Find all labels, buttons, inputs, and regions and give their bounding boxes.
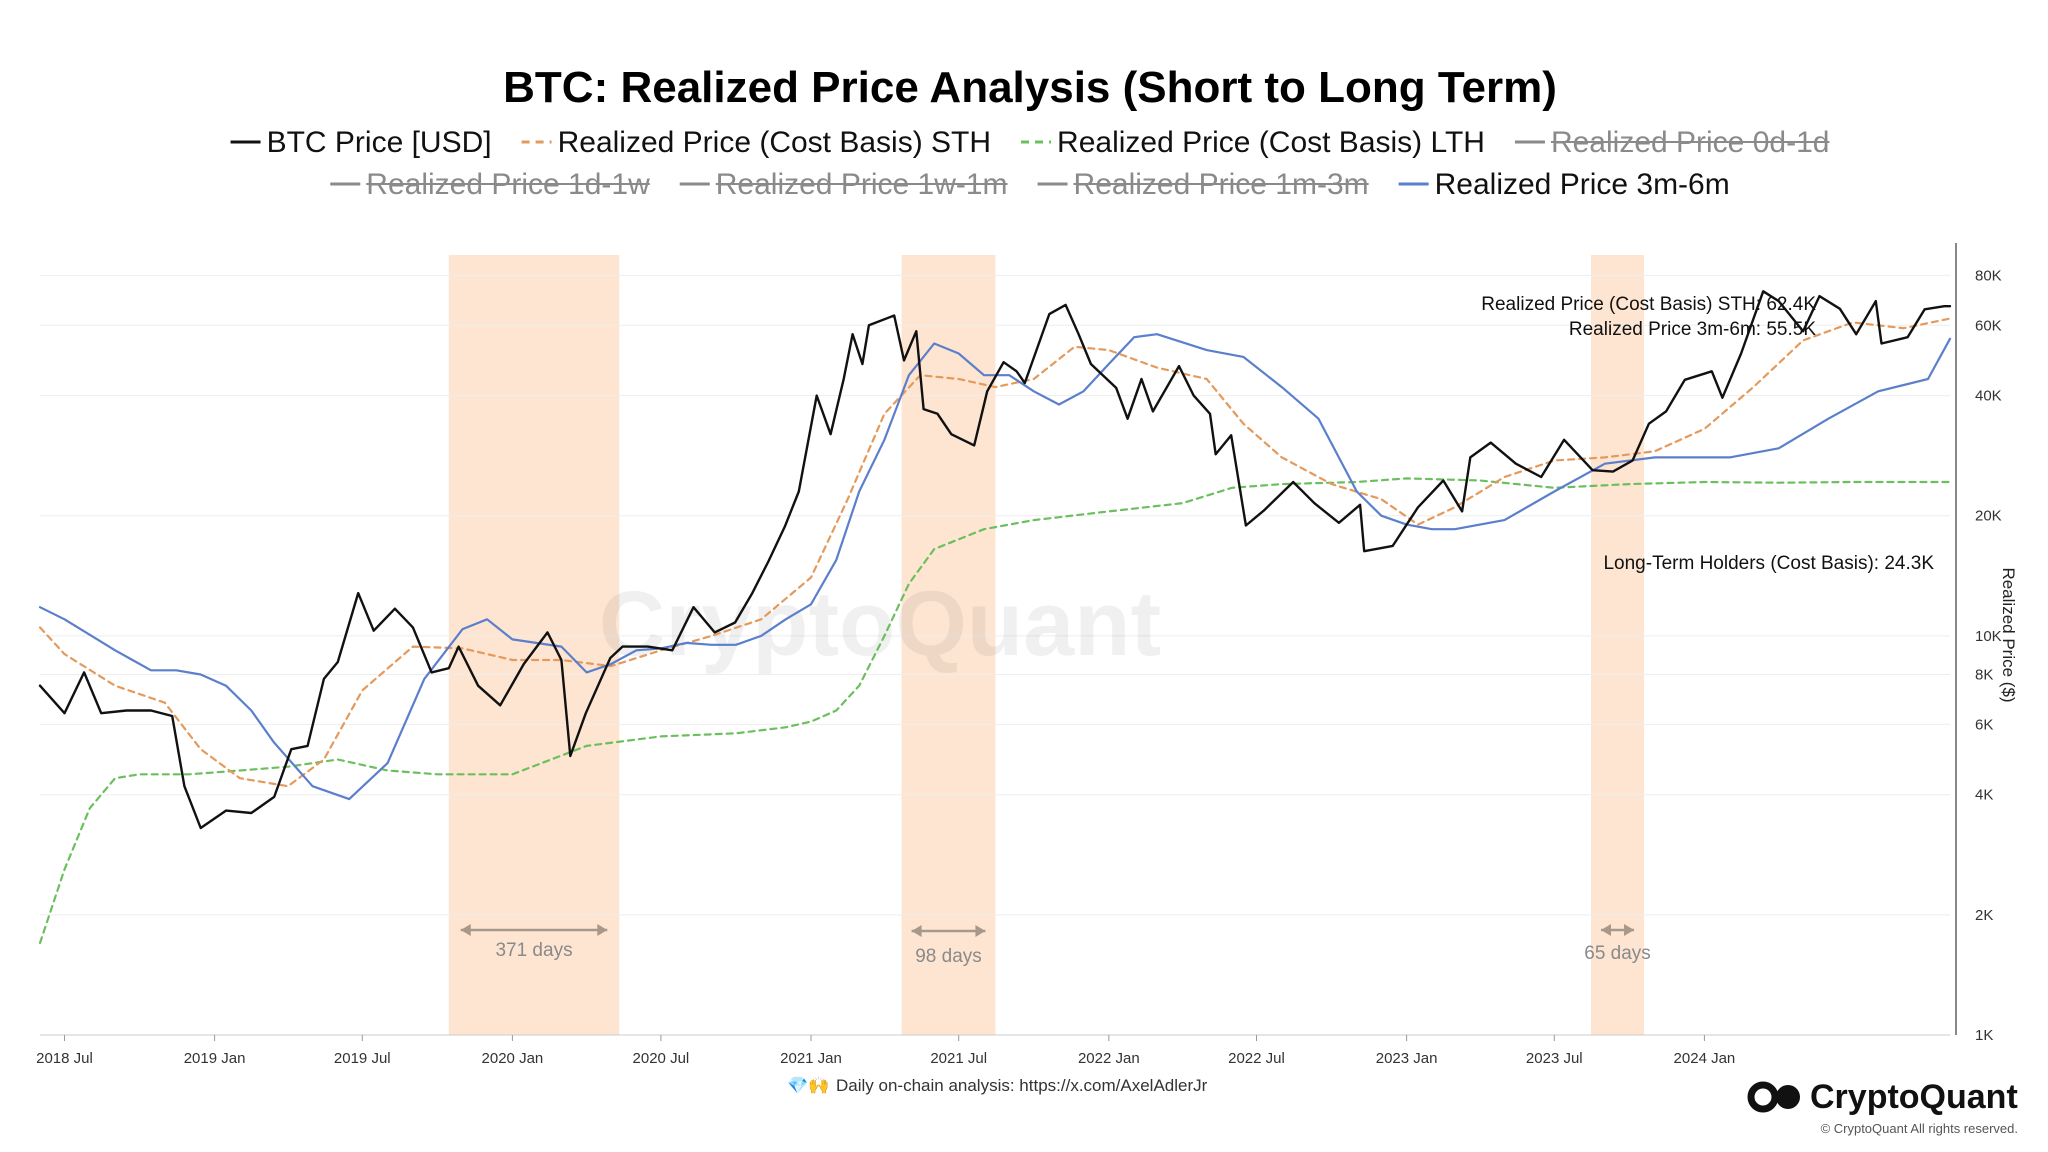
x-tick-label: 2024 Jan — [1674, 1050, 1736, 1067]
period-arrow-1 — [460, 924, 608, 936]
series-line-realized-price-3m-6m — [38, 333, 1952, 801]
series-line-realized-price-cost-basis-sth — [38, 317, 1952, 788]
arrow-right-icon — [975, 925, 986, 937]
x-tick-label: 2020 Jul — [633, 1050, 690, 1067]
x-tick-label: 2023 Jul — [1526, 1050, 1583, 1067]
period-label: 65 days — [1584, 943, 1651, 964]
x-tick-label: 2021 Jul — [930, 1050, 987, 1067]
y-tick-label: 40K — [1975, 388, 2002, 405]
y-tick-label: 2K — [1975, 907, 1993, 924]
x-tick-label: 2018 Jul — [36, 1050, 93, 1067]
y-tick-label: 10K — [1975, 628, 2002, 645]
arrow-left-icon — [1601, 924, 1612, 936]
brand-logo: CryptoQuant — [1747, 1078, 2018, 1116]
x-tick-label: 2019 Jul — [334, 1050, 391, 1067]
footer-link-icon: 💎🙌 — [787, 1076, 829, 1096]
plot-area: CryptoQuant 371 days 98 days 65 days Reali… — [38, 255, 1952, 1036]
annotation-3: Long-Term Holders (Cost Basis): 24.3K — [1603, 553, 1934, 574]
x-tick-label: 2022 Jan — [1078, 1050, 1140, 1067]
watermark: CryptoQuant — [599, 573, 1161, 675]
period-label: 371 days — [495, 940, 572, 961]
y-tick-label: 1K — [1975, 1027, 1993, 1044]
x-tick-label: 2023 Jan — [1376, 1050, 1438, 1067]
legend-item-realized-price-cost-basis-lth[interactable]: Realized Price (Cost Basis) LTH — [1021, 126, 1485, 159]
legend-label: Realized Price (Cost Basis) STH — [558, 126, 991, 159]
legend-label: BTC Price [USD] — [267, 126, 492, 159]
legend-label: Realized Price (Cost Basis) LTH — [1057, 126, 1485, 159]
y-tick-label: 6K — [1975, 716, 1993, 733]
x-tick-label: 2021 Jan — [780, 1050, 842, 1067]
copyright: © CryptoQuant All rights reserved. — [1821, 1121, 2018, 1136]
shaded-periods — [448, 255, 1645, 1035]
y-tick-label: 4K — [1975, 787, 1993, 804]
y-tick-label: 60K — [1975, 317, 2002, 334]
legend: BTC Price [USD] Realized Price (Cost Basi… — [230, 126, 1830, 201]
x-tick-label: 2022 Jul — [1228, 1050, 1285, 1067]
annotations: Realized Price (Cost Basis) STH: 62.4K Re… — [1481, 294, 1934, 574]
legend-item-realized-price-1m-3m[interactable]: Realized Price 1m-3m — [1037, 168, 1369, 201]
legend-item-realized-price-cost-basis-sth[interactable]: Realized Price (Cost Basis) STH — [521, 126, 991, 159]
legend-item-btc-price-usd[interactable]: BTC Price [USD] — [230, 126, 492, 159]
brand-name: CryptoQuant — [1810, 1078, 2018, 1116]
y-tick-label: 20K — [1975, 508, 2002, 525]
series-line-realized-price-cost-basis-lth — [38, 477, 1952, 945]
series-group — [38, 290, 1952, 945]
arrow-right-icon — [597, 924, 608, 936]
period-arrow-3 — [1601, 924, 1635, 936]
arrow-right-icon — [1624, 924, 1635, 936]
x-axis: 2018 Jul 2019 Jan 2019 Jul 2020 Jan 2020 Jul… — [36, 1034, 1950, 1067]
arrow-left-icon — [911, 925, 922, 937]
legend-item-realized-price-0d-1d[interactable]: Realized Price 0d-1d — [1514, 126, 1830, 159]
legend-item-realized-price-3m-6m[interactable]: Realized Price 3m-6m — [1398, 168, 1730, 201]
brand-logo-icon — [1747, 1081, 1779, 1113]
x-tick-label: 2019 Jan — [184, 1050, 246, 1067]
shaded-period-2 — [901, 255, 996, 1035]
legend-item-realized-price-1d-1w[interactable]: Realized Price 1d-1w — [330, 168, 650, 201]
legend-item-realized-price-1w-1m[interactable]: Realized Price 1w-1m — [679, 168, 1008, 201]
x-tick-label: 2020 Jan — [482, 1050, 544, 1067]
arrow-left-icon — [460, 924, 471, 936]
y-tick-label: 8K — [1975, 667, 1993, 684]
y-tick-label: 80K — [1975, 267, 2002, 284]
shaded-period-1 — [448, 255, 620, 1035]
period-label: 98 days — [915, 946, 982, 967]
shaded-period-3 — [1591, 255, 1645, 1035]
y-axis: 1K 2K 4K 6K 8K 10K 20K 40K 60K 80K — [1955, 243, 2002, 1044]
period-arrow-2 — [911, 925, 986, 937]
legend-label: Realized Price 3m-6m — [1435, 168, 1730, 201]
period-arrows: 371 days 98 days 65 days — [460, 924, 1651, 967]
series-line-btc-price-usd — [38, 290, 1952, 830]
annotation-1: Realized Price (Cost Basis) STH: 62.4K — [1481, 294, 1816, 315]
chart-title: BTC: Realized Price Analysis (Short to L… — [503, 63, 1557, 112]
annotation-2: Realized Price 3m-6m: 55.5K — [1569, 319, 1816, 340]
brand-logo-icon-mark — [1776, 1085, 1800, 1109]
y-axis-label: Realized Price ($) — [1999, 567, 2018, 702]
footer-link[interactable]: Daily on-chain analysis: https://x.com/A… — [836, 1076, 1208, 1095]
